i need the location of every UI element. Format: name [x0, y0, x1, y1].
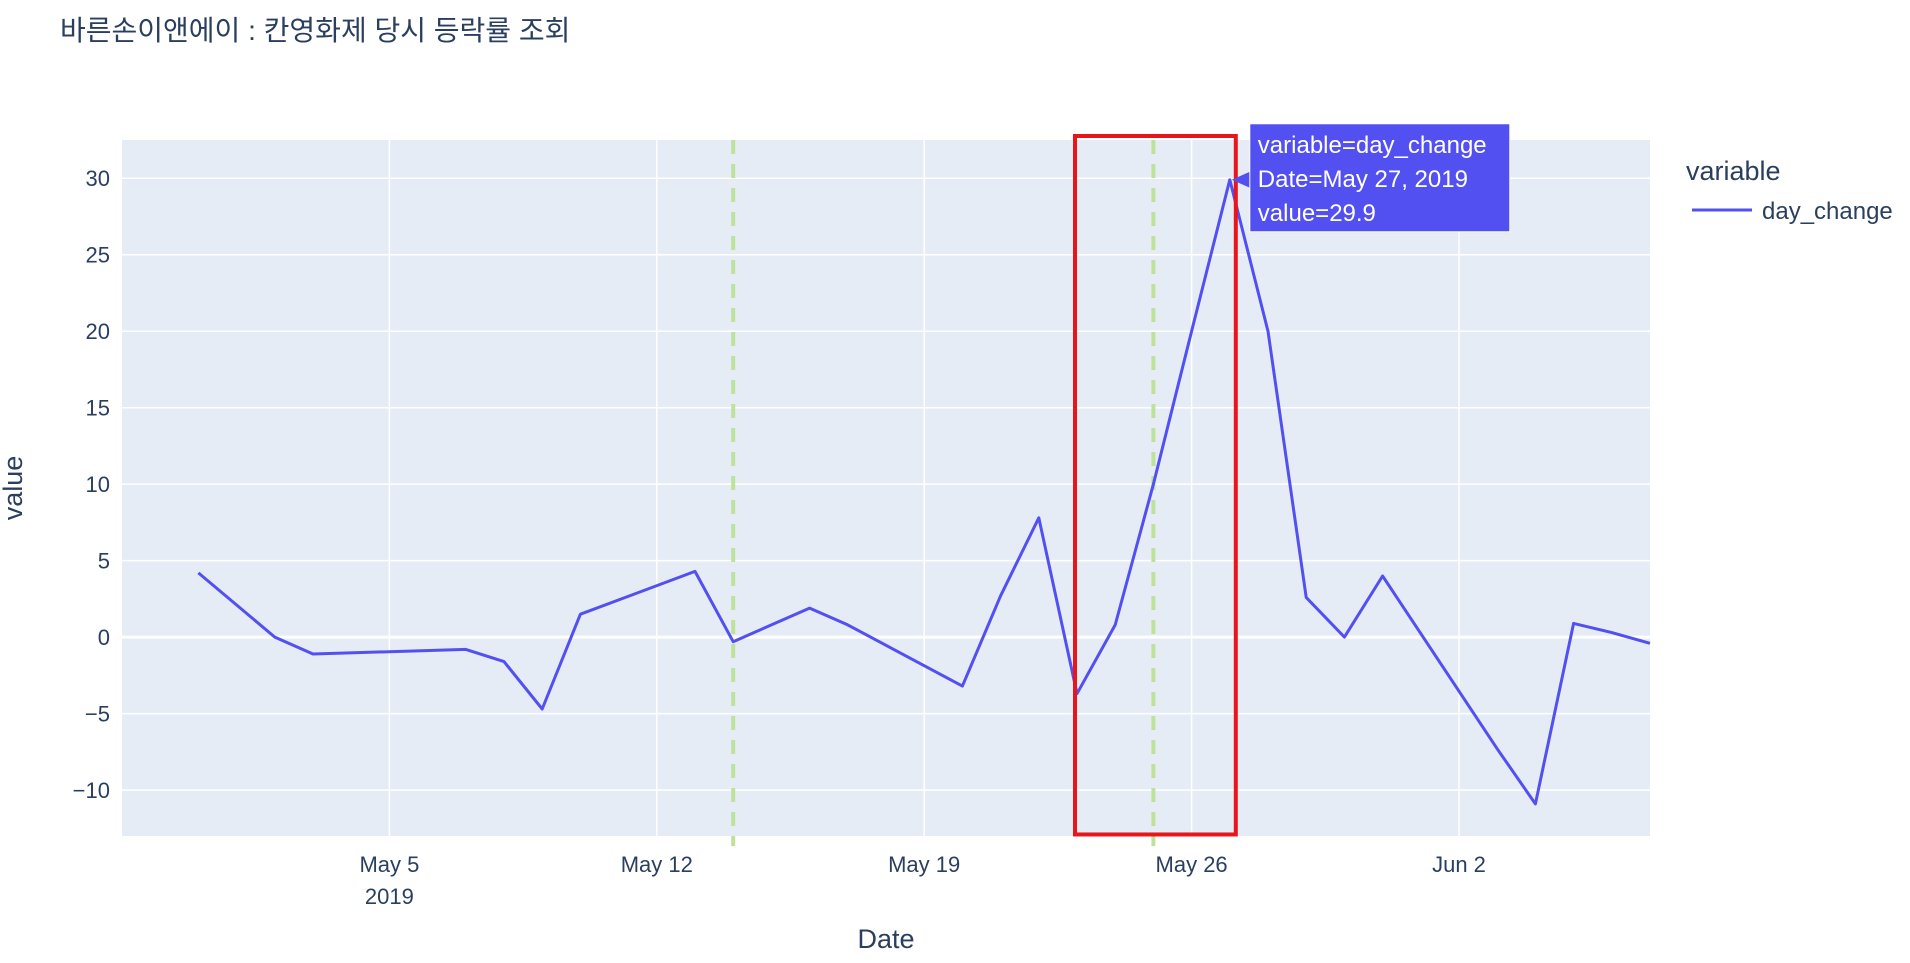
- y-tick-label: 15: [86, 396, 110, 421]
- y-axis-tick-labels: −10 −5 0 5 10 15 20 25 30: [73, 166, 110, 803]
- y-tick-label: 20: [86, 319, 110, 344]
- y-axis-label: value: [0, 456, 28, 521]
- hover-tooltip-pointer: [1231, 171, 1250, 188]
- hover-line-date: Date=May 27, 2019: [1258, 166, 1468, 193]
- hover-line-value: value=29.9: [1258, 200, 1376, 227]
- series-line-day_change[interactable]: [197, 178, 1651, 806]
- x-axis-label: Date: [857, 924, 914, 954]
- y-tick-label: 0: [98, 625, 110, 650]
- x-tick-label: Jun 2: [1432, 852, 1486, 877]
- highlight-box: [1073, 134, 1238, 837]
- x-tick-label: May 12: [621, 852, 693, 877]
- y-tick-label: 30: [86, 166, 110, 191]
- chart-title: 바른손이앤에이 : 칸영화제 당시 등락률 조회: [60, 15, 570, 46]
- y-tick-label: 25: [86, 243, 110, 268]
- y-tick-label: 5: [98, 549, 110, 574]
- y-tick-label: −10: [73, 778, 110, 803]
- x-tick-label: May 19: [888, 852, 960, 877]
- event-vlines: [731, 140, 1156, 846]
- y-tick-label: −5: [85, 702, 110, 727]
- x-gridlines: [388, 140, 1460, 836]
- x-axis-tick-labels: May 5 2019 May 12 May 19 May 26 Jun 2: [359, 852, 1485, 909]
- x-tick-sublabel: 2019: [365, 884, 414, 909]
- legend-item-day_change: day_change: [1762, 198, 1893, 225]
- hover-line-variable: variable=day_change: [1258, 132, 1487, 159]
- x-tick-label: May 5: [359, 852, 419, 877]
- hover-tooltip-box: [1249, 123, 1511, 233]
- legend[interactable]: variable day_change: [1686, 156, 1893, 225]
- plot-area[interactable]: [122, 140, 1650, 836]
- hover-tooltip: variable=day_change Date=May 27, 2019 va…: [1231, 123, 1511, 233]
- legend-title: variable: [1686, 156, 1781, 186]
- y-tick-label: 10: [86, 472, 110, 497]
- x-tick-label: May 26: [1156, 852, 1228, 877]
